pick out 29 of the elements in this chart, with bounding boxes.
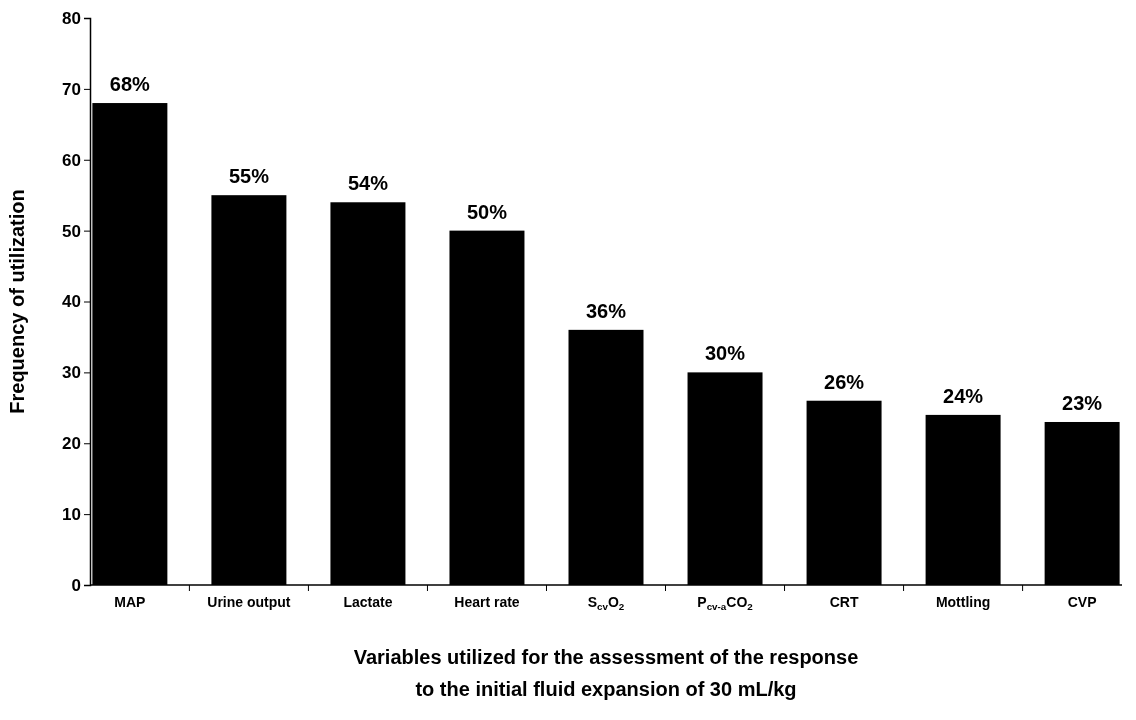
data-label: 55% xyxy=(228,165,270,188)
y-tick-label: 80 xyxy=(62,8,81,28)
y-tick-label: 40 xyxy=(62,292,81,312)
x-tick-label: CRT xyxy=(829,594,859,610)
data-label: 24% xyxy=(943,384,984,407)
x-tick-label: CVP xyxy=(1067,594,1097,610)
x-tick-label: Heart rate xyxy=(454,594,520,610)
x-tick-label: Mottling xyxy=(935,594,991,610)
data-label: 54% xyxy=(347,172,389,195)
y-tick-label: 50 xyxy=(62,221,81,241)
x-tick-label: S$_{cv}$O$_{2}$ xyxy=(587,594,625,612)
y-tick-label: 70 xyxy=(62,79,81,99)
x-tick-label: MAP xyxy=(114,594,146,610)
data-label: 26% xyxy=(824,370,865,393)
y-axis-title: Frequency of utilization xyxy=(6,189,28,414)
x-tick-label: Urine output xyxy=(207,594,291,610)
y-tick-label: 60 xyxy=(62,150,81,170)
data-label: 50% xyxy=(466,200,508,223)
x-axis-title: Variables utilized for the assessment of the response to the initial fluid expansion of 30 mL/kg xyxy=(353,646,859,700)
data-label: 23% xyxy=(1062,391,1103,414)
y-tick-label: 0 xyxy=(71,575,81,595)
data-label: 30% xyxy=(705,342,746,365)
data-label: 68% xyxy=(109,73,151,96)
x-tick-label: P$_{cv-a}$CO$_{2}$ xyxy=(697,594,754,612)
x-tick-label: Lactate xyxy=(343,594,393,610)
y-tick-label: 20 xyxy=(62,434,81,454)
y-tick-label: 30 xyxy=(62,363,81,383)
data-label: 36% xyxy=(585,299,627,322)
y-tick-label: 10 xyxy=(62,505,81,525)
